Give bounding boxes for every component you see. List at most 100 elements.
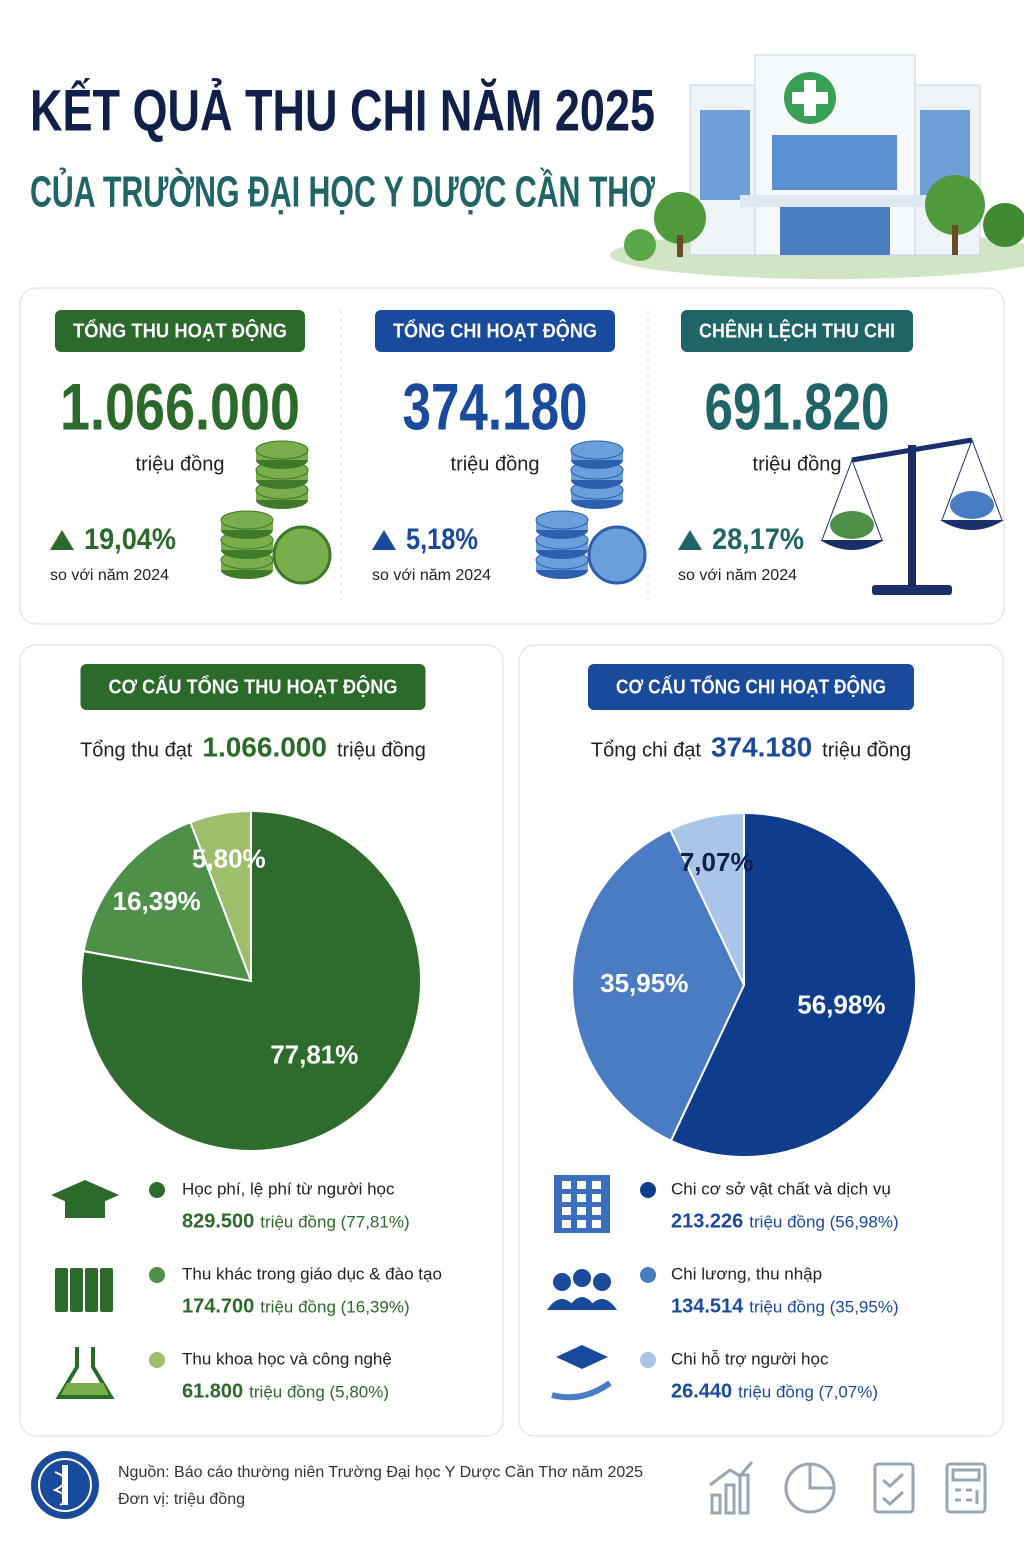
kpi-value: 1.066.000: [60, 369, 300, 443]
window: [577, 1220, 586, 1228]
legend-icon: [554, 1175, 610, 1233]
coin-badge: [587, 525, 647, 585]
up-triangle: [372, 530, 396, 550]
legend-note: triệu đồng (16,39%): [260, 1297, 409, 1316]
footer-icons: [709, 1461, 987, 1515]
legend-label: Chi hỗ trợ người học: [671, 1349, 829, 1368]
kpi-title: TỔNG THU HOẠT ĐỘNG: [73, 318, 287, 342]
window: [592, 1207, 601, 1215]
kpi-pill: [55, 310, 305, 352]
window: [562, 1194, 571, 1202]
cap: [556, 1345, 608, 1369]
coin-badge: [272, 525, 332, 585]
legend-dot: [149, 1267, 165, 1283]
person: [553, 1273, 571, 1291]
kpi-comparison: so với năm 2024: [372, 567, 491, 584]
cap: [65, 1200, 105, 1218]
legend-icon: [551, 1345, 612, 1401]
legend-amount: 26.440: [671, 1380, 732, 1402]
pie-label: 77,81%: [270, 1039, 358, 1069]
kpi-comparison: so với năm 2024: [678, 567, 797, 584]
kpi-change: 5,18%: [406, 523, 478, 556]
legend-amount: 829.500: [182, 1210, 254, 1232]
legend-label: Thu khác trong giáo dục & đào tạo: [182, 1264, 442, 1283]
legend-dot: [640, 1182, 656, 1198]
up-triangle: [678, 530, 702, 550]
legend-note: triệu đồng (56,98%): [749, 1212, 898, 1231]
person: [573, 1269, 591, 1287]
kpi-value: 374.180: [403, 369, 588, 443]
pie-label: 7,07%: [680, 847, 754, 877]
pie-slice: [189, 809, 252, 982]
coins: [830, 511, 874, 539]
person: [593, 1273, 611, 1291]
scale-post: [908, 445, 916, 585]
total-unit: triệu đồng: [337, 739, 426, 761]
window: [562, 1181, 571, 1189]
window: [592, 1194, 601, 1202]
coin: [535, 510, 589, 530]
scale-pan: [820, 540, 884, 550]
legend-note: triệu đồng (77,81%): [260, 1212, 409, 1231]
legend-amount: 174.700: [182, 1295, 254, 1317]
chart-pill: [80, 664, 426, 710]
icon: [220, 440, 332, 585]
unit-note: Đơn vị: triệu đồng: [118, 1491, 245, 1508]
window: [562, 1220, 571, 1228]
legend-icon: [51, 1180, 119, 1218]
pie-label: 16,39%: [113, 886, 201, 916]
chart-pill: [588, 664, 914, 710]
hospital-illustration: [610, 54, 1024, 279]
total-value: 374.180: [711, 731, 812, 762]
window: [592, 1181, 601, 1189]
page-subtitle: CỦA TRƯỜNG ĐẠI HỌC Y DƯỢC CẦN THƠ: [30, 166, 655, 217]
legend-dot: [640, 1267, 656, 1283]
legend-label: Thu khoa học và công nghệ: [182, 1349, 392, 1368]
kpi-unit: triệu đồng: [136, 453, 225, 475]
pie-slice: [571, 828, 746, 1143]
legend-amount: 134.514: [671, 1295, 744, 1317]
coin: [255, 440, 309, 460]
book: [70, 1268, 83, 1312]
kpi-change: 19,04%: [84, 523, 176, 556]
source-note: Nguồn: Báo cáo thường niên Trường Đại họ…: [118, 1464, 643, 1481]
pie-slice: [80, 809, 422, 1152]
kpi-value: 691.820: [705, 369, 890, 443]
legend-icon: [55, 1268, 113, 1312]
legend-note: triệu đồng (5,80%): [249, 1382, 389, 1401]
legend-label: Học phí, lệ phí từ người học: [182, 1179, 395, 1198]
coin: [570, 440, 624, 460]
scale-beam: [851, 437, 973, 463]
book: [100, 1268, 113, 1312]
total-unit: triệu đồng: [822, 739, 911, 761]
book: [55, 1268, 68, 1312]
pie-slice: [82, 820, 253, 983]
page-title: KẾT QUẢ THU CHI NĂM 2025: [30, 78, 655, 143]
kpi-comparison: so với năm 2024: [50, 567, 169, 584]
legend-label: Chi cơ sở vật chất và dịch vụ: [671, 1179, 891, 1198]
scale-base: [872, 585, 952, 595]
kpi-unit: triệu đồng: [451, 453, 540, 475]
pie-label: 5,80%: [192, 844, 266, 874]
legend-icon: [547, 1269, 617, 1310]
icon: [535, 440, 647, 585]
legend-amount: 61.800: [182, 1380, 243, 1402]
flask: [55, 1347, 115, 1399]
legend-note: triệu đồng (7,07%): [738, 1382, 878, 1401]
legend-dot: [640, 1352, 656, 1368]
chart-title: CƠ CẤU TỔNG CHI HOẠT ĐỘNG: [616, 674, 886, 698]
kpi-title: CHÊNH LỆCH THU CHI: [699, 318, 895, 342]
hand: [551, 1380, 612, 1401]
liquid: [61, 1383, 109, 1395]
window: [577, 1181, 586, 1189]
chart-title: CƠ CẤU TỔNG THU HOẠT ĐỘNG: [109, 674, 398, 698]
kpi-pill: [681, 310, 913, 352]
pie-label: 56,98%: [797, 990, 885, 1020]
total-value: 1.066.000: [202, 731, 327, 762]
legend-note: triệu đồng (35,95%): [749, 1297, 898, 1316]
legend-label: Chi lương, thu nhập: [671, 1264, 822, 1283]
icon: [820, 437, 1004, 595]
person: [567, 1297, 597, 1310]
book: [85, 1268, 98, 1312]
